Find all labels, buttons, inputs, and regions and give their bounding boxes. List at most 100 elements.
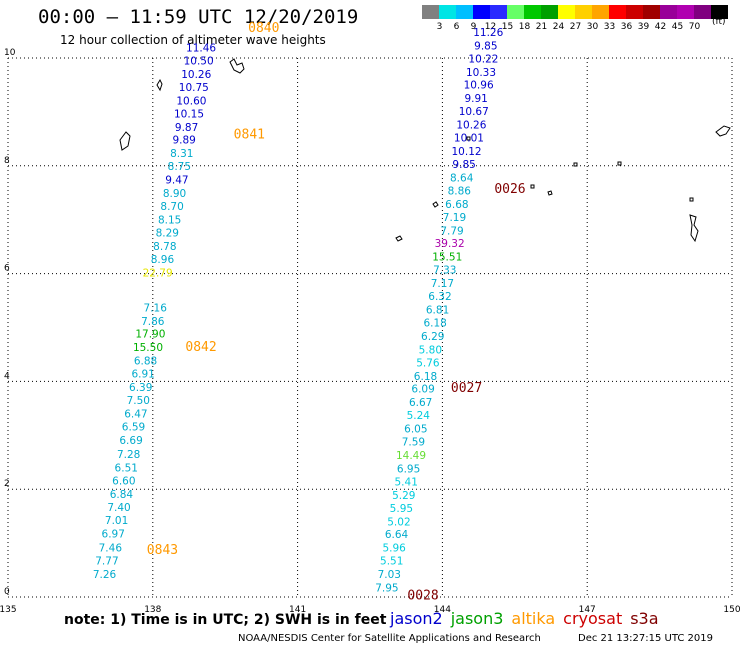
color-swatch <box>677 5 694 19</box>
wave-height-label: 10.50 <box>184 55 214 67</box>
wave-height-label: 10.60 <box>176 95 206 107</box>
map-title: 00:00 – 11:59 UTC 12/20/2019 <box>38 6 359 28</box>
legend-entry: jason3 <box>450 609 504 628</box>
wave-height-label: 7.40 <box>107 502 130 514</box>
y-tick-label: 6 <box>4 264 10 274</box>
footer-note: note: 1) Time is in UTC; 2) SWH is in fe… <box>64 612 387 628</box>
color-scale-label: 18 <box>518 22 531 32</box>
credit-line: NOAA/NESDIS Center for Satellite Applica… <box>238 633 541 644</box>
island-coastline <box>229 58 245 74</box>
color-swatch <box>473 5 490 19</box>
legend-entry: s3a <box>630 609 659 628</box>
color-scale-label: 33 <box>603 22 616 32</box>
wave-height-label: 8.78 <box>153 241 176 253</box>
island-coastline <box>617 161 622 166</box>
color-scale-label: 3 <box>436 22 443 32</box>
wave-height-label: 6.97 <box>102 529 125 541</box>
color-scale-label: 6 <box>453 22 460 32</box>
x-tick-label: 138 <box>144 605 161 615</box>
wave-height-label: 6.68 <box>445 199 468 211</box>
wave-height-label: 6.69 <box>119 435 142 447</box>
color-swatch <box>609 5 626 19</box>
island-coastline <box>689 197 694 202</box>
island-coastline <box>156 78 163 92</box>
wave-height-label: 7.33 <box>433 265 456 277</box>
wave-height-label: 9.87 <box>175 122 198 134</box>
color-swatch <box>507 5 524 19</box>
legend-entry: cryosat <box>563 609 623 628</box>
wave-height-label: 8.96 <box>151 254 175 266</box>
island-coastline <box>530 184 535 189</box>
wave-height-label: 6.81 <box>426 304 449 316</box>
color-swatch <box>643 5 660 19</box>
wave-height-label: 11.26 <box>473 27 503 39</box>
wave-height-label: 6.09 <box>411 384 434 396</box>
wave-height-label: 6.29 <box>421 331 444 343</box>
wave-height-label: 5.29 <box>392 490 415 502</box>
pass-time-label: 0028 <box>407 589 438 604</box>
color-scale-label: 39 <box>637 22 650 32</box>
color-swatch <box>422 5 439 19</box>
wave-height-label: 7.19 <box>443 212 466 224</box>
wave-height-label: 7.59 <box>402 437 425 449</box>
color-swatch <box>711 5 728 19</box>
wave-height-label: 7.86 <box>141 316 165 328</box>
pass-time-label: 0840 <box>248 21 279 36</box>
wave-height-label: 7.26 <box>93 569 117 581</box>
wave-height-label: 15.51 <box>432 252 462 264</box>
wave-height-label: 9.47 <box>165 175 188 187</box>
wave-height-label: 9.85 <box>452 159 475 171</box>
wave-height-label: 10.01 <box>454 133 484 145</box>
color-swatch <box>592 5 609 19</box>
wave-height-label: 6.60 <box>112 475 135 487</box>
wave-height-label: 15.50 <box>133 342 163 354</box>
x-tick-label: 147 <box>579 605 596 615</box>
x-tick-label: 150 <box>723 605 740 615</box>
wave-height-label: 5.76 <box>416 357 440 369</box>
wave-height-label: 10.75 <box>179 82 209 94</box>
wave-height-label: 6.88 <box>134 356 157 368</box>
wave-height-label: 6.84 <box>110 489 134 501</box>
island-coastline <box>573 162 578 167</box>
wave-height-label: 6.91 <box>131 369 154 381</box>
pass-time-label: 0843 <box>147 543 178 558</box>
wave-height-label: 7.50 <box>127 395 150 407</box>
pass-time-label: 0026 <box>494 182 525 197</box>
wave-height-label: 8.15 <box>158 214 181 226</box>
color-scale-label: 45 <box>671 22 684 32</box>
wave-height-label: 39.32 <box>435 238 465 250</box>
wave-height-label: 5.24 <box>407 410 431 422</box>
color-scale-label: 15 <box>501 22 514 32</box>
color-scale-label: 30 <box>586 22 599 32</box>
wave-height-label: 5.41 <box>395 476 418 488</box>
color-scale-label: 42 <box>654 22 667 32</box>
island-coastline <box>466 136 471 141</box>
color-scale-label: 24 <box>552 22 565 32</box>
wave-height-label: 8.75 <box>168 161 191 173</box>
wave-height-label: 8.70 <box>160 201 183 213</box>
wave-height-label: 7.79 <box>440 225 463 237</box>
wave-height-label: 6.18 <box>414 371 437 383</box>
wave-height-label: 10.22 <box>468 53 498 65</box>
wave-height-label: 7.77 <box>95 556 118 568</box>
y-tick-label: 2 <box>4 479 10 489</box>
wave-height-label: 7.46 <box>99 543 123 555</box>
wave-height-label: 7.03 <box>378 569 401 581</box>
wave-height-label: 8.31 <box>170 148 193 160</box>
pass-time-label: 0842 <box>185 340 216 355</box>
color-swatch <box>558 5 575 19</box>
wave-height-label: 5.80 <box>419 344 442 356</box>
x-tick-label: 144 <box>434 605 451 615</box>
generation-timestamp: Dec 21 13:27:15 UTC 2019 <box>578 633 713 644</box>
legend-entry: jason2 <box>390 609 443 628</box>
island-coastline <box>715 125 731 137</box>
wave-height-label: 7.28 <box>117 449 140 461</box>
wave-height-label: 5.96 <box>382 543 406 555</box>
wave-height-label: 6.39 <box>129 382 152 394</box>
color-swatch <box>575 5 592 19</box>
wave-height-label: 6.59 <box>122 421 145 433</box>
wave-height-label: 9.85 <box>474 40 497 52</box>
y-tick-label: 8 <box>4 156 10 166</box>
island-coastline <box>547 190 553 196</box>
